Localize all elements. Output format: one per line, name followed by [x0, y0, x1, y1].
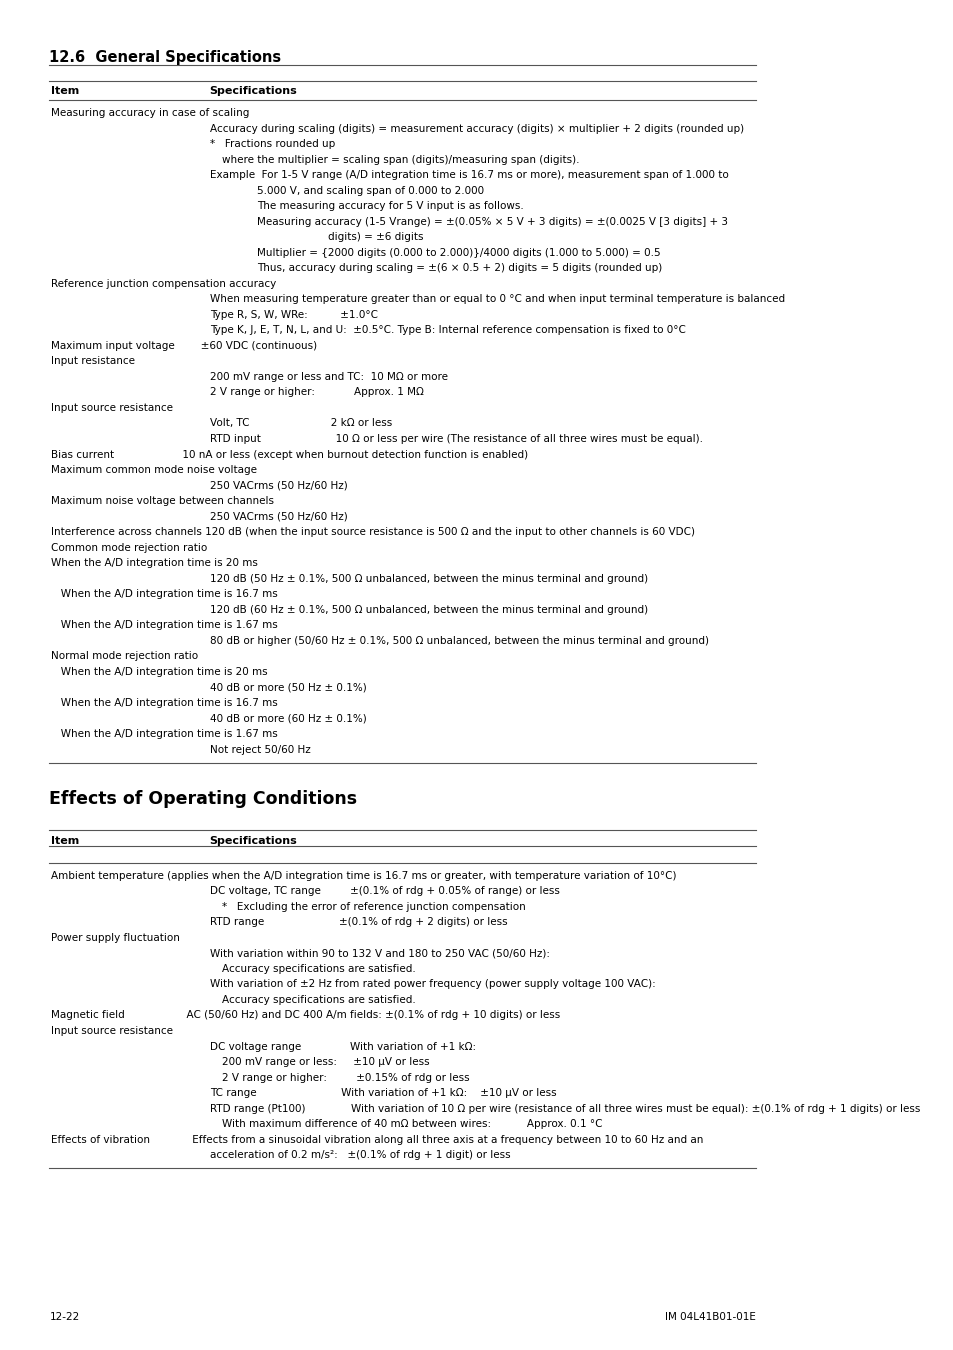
Text: Effects of Operating Conditions: Effects of Operating Conditions: [50, 790, 357, 807]
Text: Not reject 50/60 Hz: Not reject 50/60 Hz: [210, 744, 310, 755]
Text: Input source resistance: Input source resistance: [51, 402, 172, 413]
Text: 200 mV range or less:     ±10 μV or less: 200 mV range or less: ±10 μV or less: [221, 1057, 429, 1066]
Text: TC range                          With variation of +1 kΩ:    ±10 μV or less: TC range With variation of +1 kΩ: ±10 μV…: [210, 1088, 556, 1098]
Text: Thus, accuracy during scaling = ±(6 × 0.5 + 2) digits = 5 digits (rounded up): Thus, accuracy during scaling = ±(6 × 0.…: [256, 263, 661, 273]
Text: When the A/D integration time is 1.67 ms: When the A/D integration time is 1.67 ms: [51, 729, 277, 738]
Text: When the A/D integration time is 20 ms: When the A/D integration time is 20 ms: [51, 558, 257, 568]
Text: When the A/D integration time is 20 ms: When the A/D integration time is 20 ms: [51, 667, 268, 676]
Text: Maximum common mode noise voltage: Maximum common mode noise voltage: [51, 464, 256, 475]
Text: When the A/D integration time is 16.7 ms: When the A/D integration time is 16.7 ms: [51, 698, 277, 707]
Text: Specifications: Specifications: [210, 86, 297, 96]
Text: DC voltage range               With variation of +1 kΩ:: DC voltage range With variation of +1 kΩ…: [210, 1041, 476, 1052]
Text: 120 dB (60 Hz ± 0.1%, 500 Ω unbalanced, between the minus terminal and ground): 120 dB (60 Hz ± 0.1%, 500 Ω unbalanced, …: [210, 605, 647, 614]
Text: 200 mV range or less and TC:  10 MΩ or more: 200 mV range or less and TC: 10 MΩ or mo…: [210, 371, 447, 382]
Text: Type R, S, W, WRe:          ±1.0°C: Type R, S, W, WRe: ±1.0°C: [210, 309, 377, 320]
Text: 40 dB or more (60 Hz ± 0.1%): 40 dB or more (60 Hz ± 0.1%): [210, 713, 366, 724]
Text: acceleration of 0.2 m/s²:   ±(0.1% of rdg + 1 digit) or less: acceleration of 0.2 m/s²: ±(0.1% of rdg …: [210, 1150, 510, 1160]
Text: Multiplier = {2000 digits (0.000 to 2.000)}/4000 digits (1.000 to 5.000) = 0.5: Multiplier = {2000 digits (0.000 to 2.00…: [256, 247, 659, 258]
Text: Volt, TC                         2 kΩ or less: Volt, TC 2 kΩ or less: [210, 418, 392, 428]
Text: Bias current                     10 nA or less (except when burnout detection fu: Bias current 10 nA or less (except when …: [51, 450, 528, 459]
Text: Reference junction compensation accuracy: Reference junction compensation accuracy: [51, 278, 276, 289]
Text: Measuring accuracy in case of scaling: Measuring accuracy in case of scaling: [51, 108, 249, 117]
Text: Maximum noise voltage between channels: Maximum noise voltage between channels: [51, 495, 274, 506]
Text: Item: Item: [51, 836, 79, 845]
Text: 80 dB or higher (50/60 Hz ± 0.1%, 500 Ω unbalanced, between the minus terminal a: 80 dB or higher (50/60 Hz ± 0.1%, 500 Ω …: [210, 636, 708, 645]
Text: 250 VACrms (50 Hz/60 Hz): 250 VACrms (50 Hz/60 Hz): [210, 512, 347, 521]
Text: DC voltage, TC range         ±(0.1% of rdg + 0.05% of range) or less: DC voltage, TC range ±(0.1% of rdg + 0.0…: [210, 886, 559, 896]
Text: Accuracy specifications are satisfied.: Accuracy specifications are satisfied.: [221, 995, 415, 1004]
Text: 40 dB or more (50 Hz ± 0.1%): 40 dB or more (50 Hz ± 0.1%): [210, 682, 366, 693]
Text: Type K, J, E, T, N, L, and U:  ±0.5°C. Type B: Internal reference compensation i: Type K, J, E, T, N, L, and U: ±0.5°C. Ty…: [210, 325, 685, 335]
Text: Maximum input voltage        ±60 VDC (continuous): Maximum input voltage ±60 VDC (continuou…: [51, 340, 316, 351]
Text: 12.6  General Specifications: 12.6 General Specifications: [50, 50, 281, 65]
Text: Input source resistance: Input source resistance: [51, 1026, 172, 1035]
Text: RTD input                       10 Ω or less per wire (The resistance of all thr: RTD input 10 Ω or less per wire (The res…: [210, 433, 702, 444]
Text: When measuring temperature greater than or equal to 0 °C and when input terminal: When measuring temperature greater than …: [210, 294, 784, 304]
Text: Normal mode rejection ratio: Normal mode rejection ratio: [51, 651, 198, 661]
Text: 250 VACrms (50 Hz/60 Hz): 250 VACrms (50 Hz/60 Hz): [210, 481, 347, 490]
Text: digits) = ±6 digits: digits) = ±6 digits: [327, 232, 422, 242]
Text: Input resistance: Input resistance: [51, 356, 135, 366]
Text: *   Fractions rounded up: * Fractions rounded up: [210, 139, 335, 148]
Text: 120 dB (50 Hz ± 0.1%, 500 Ω unbalanced, between the minus terminal and ground): 120 dB (50 Hz ± 0.1%, 500 Ω unbalanced, …: [210, 574, 647, 583]
Text: 2 V range or higher:         ±0.15% of rdg or less: 2 V range or higher: ±0.15% of rdg or le…: [221, 1072, 469, 1083]
Text: RTD range                       ±(0.1% of rdg + 2 digits) or less: RTD range ±(0.1% of rdg + 2 digits) or l…: [210, 917, 507, 927]
Text: where the multiplier = scaling span (digits)/measuring span (digits).: where the multiplier = scaling span (dig…: [221, 154, 578, 165]
Text: The measuring accuracy for 5 V input is as follows.: The measuring accuracy for 5 V input is …: [256, 201, 523, 211]
Text: With maximum difference of 40 mΩ between wires:           Approx. 0.1 °C: With maximum difference of 40 mΩ between…: [221, 1119, 601, 1129]
Text: With variation of ±2 Hz from rated power frequency (power supply voltage 100 VAC: With variation of ±2 Hz from rated power…: [210, 979, 655, 990]
Text: IM 04L41B01-01E: IM 04L41B01-01E: [664, 1312, 755, 1322]
Text: Measuring accuracy (1-5 Vrange) = ±(0.05% × 5 V + 3 digits) = ±(0.0025 V [3 digi: Measuring accuracy (1-5 Vrange) = ±(0.05…: [256, 216, 727, 227]
Text: Magnetic field                   AC (50/60 Hz) and DC 400 A/m fields: ±(0.1% of : Magnetic field AC (50/60 Hz) and DC 400 …: [51, 1010, 559, 1021]
Text: Item: Item: [51, 86, 79, 96]
Text: RTD range (Pt100)              With variation of 10 Ω per wire (resistance of al: RTD range (Pt100) With variation of 10 Ω…: [210, 1103, 919, 1114]
Text: Power supply fluctuation: Power supply fluctuation: [51, 933, 180, 942]
Text: Common mode rejection ratio: Common mode rejection ratio: [51, 543, 207, 552]
Text: When the A/D integration time is 16.7 ms: When the A/D integration time is 16.7 ms: [51, 589, 277, 599]
Text: 2 V range or higher:            Approx. 1 MΩ: 2 V range or higher: Approx. 1 MΩ: [210, 387, 423, 397]
Text: *   Excluding the error of reference junction compensation: * Excluding the error of reference junct…: [221, 902, 525, 911]
Text: Example  For 1-5 V range (A/D integration time is 16.7 ms or more), measurement : Example For 1-5 V range (A/D integration…: [210, 170, 728, 180]
Text: Accuracy during scaling (digits) = measurement accuracy (digits) × multiplier + : Accuracy during scaling (digits) = measu…: [210, 123, 743, 134]
Text: Interference across channels 120 dB (when the input source resistance is 500 Ω a: Interference across channels 120 dB (whe…: [51, 526, 695, 537]
Text: 5.000 V, and scaling span of 0.000 to 2.000: 5.000 V, and scaling span of 0.000 to 2.…: [256, 185, 483, 196]
Text: Specifications: Specifications: [210, 836, 297, 845]
Text: Effects of vibration             Effects from a sinusoidal vibration along all t: Effects of vibration Effects from a sinu…: [51, 1134, 702, 1145]
Text: Ambient temperature (applies when the A/D integration time is 16.7 ms or greater: Ambient temperature (applies when the A/…: [51, 871, 676, 880]
Text: 12-22: 12-22: [50, 1312, 80, 1322]
Text: When the A/D integration time is 1.67 ms: When the A/D integration time is 1.67 ms: [51, 620, 277, 630]
Text: Accuracy specifications are satisfied.: Accuracy specifications are satisfied.: [221, 964, 415, 973]
Text: With variation within 90 to 132 V and 180 to 250 VAC (50/60 Hz):: With variation within 90 to 132 V and 18…: [210, 948, 549, 958]
